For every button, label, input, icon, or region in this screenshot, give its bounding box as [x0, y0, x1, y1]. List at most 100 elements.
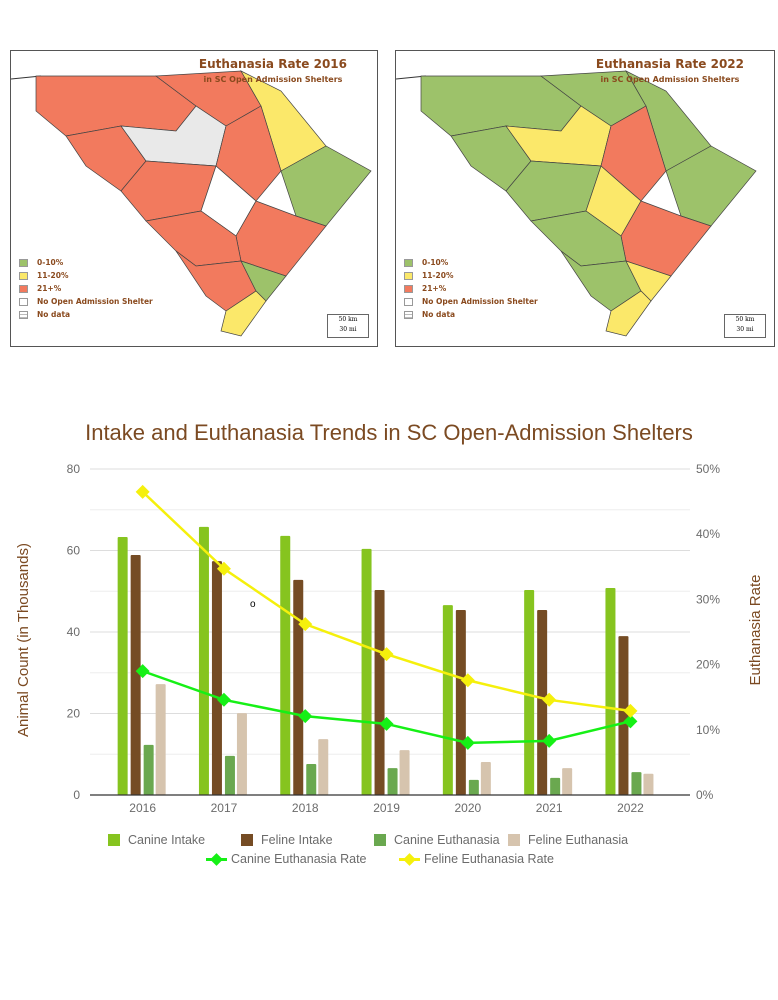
y2-tick-label: 30%: [696, 592, 720, 606]
bar-canine-euthanasia: [550, 777, 561, 795]
bar-feline-euthanasia: [643, 773, 654, 795]
legend-label: Feline Intake: [261, 833, 333, 847]
map-title: Euthanasia Rate 2022 in SC Open Admission…: [595, 57, 744, 84]
bar-feline-euthanasia: [562, 768, 573, 795]
legend-swatch: [19, 284, 28, 293]
line-feline-euthanasia-rate: [141, 490, 631, 713]
legend-swatch: [19, 297, 28, 306]
legend-label: No Open Admission Shelter: [422, 297, 538, 306]
point-feline-euthanasia-rate: [542, 692, 557, 707]
legend-item[interactable]: Feline Euthanasia Rate: [403, 852, 554, 866]
x-tick-label: 2022: [617, 801, 644, 815]
sc-county-map-2022: [396, 70, 757, 337]
scale-bar: 50 km 30 mi: [327, 314, 369, 338]
y2-tick-label: 10%: [696, 723, 720, 737]
bar-canine-intake: [524, 590, 535, 795]
legend-item[interactable]: Feline Intake: [241, 833, 333, 847]
legend-label: Feline Euthanasia Rate: [424, 852, 554, 866]
y-axis-label: Animal Count (in Thousands): [15, 543, 32, 737]
sc-county-map-2016: [11, 70, 372, 337]
x-tick-label: 2021: [536, 801, 563, 815]
legend-label: 21+%: [37, 284, 62, 293]
county-region: [665, 145, 757, 227]
legend-label: No Open Admission Shelter: [37, 297, 153, 306]
y-tick-label: 80: [67, 462, 81, 476]
point-feline-euthanasia-rate: [460, 673, 475, 688]
county-region: [600, 105, 667, 202]
point-feline-euthanasia-rate: [216, 561, 231, 576]
bar-canine-euthanasia: [143, 744, 154, 795]
map-legend: 0-10% 11-20% 21+% No Open Admission Shelter…: [404, 256, 538, 321]
stray-mark: o: [250, 599, 256, 610]
bar-canine-intake: [442, 605, 453, 795]
legend-label: No data: [422, 310, 456, 319]
legend-item[interactable]: Canine Intake: [108, 833, 205, 847]
county-region: [605, 290, 652, 337]
bar-canine-intake: [361, 548, 372, 795]
legend-label: Canine Euthanasia: [394, 833, 500, 847]
bar-feline-intake: [618, 636, 629, 795]
bar-feline-euthanasia: [236, 713, 247, 795]
bar-feline-euthanasia: [155, 684, 166, 795]
x-tick-label: 2020: [454, 801, 481, 815]
x-tick-label: 2017: [211, 801, 238, 815]
map-legend-item: 11-20%: [19, 269, 153, 282]
point-feline-euthanasia-rate: [135, 484, 150, 499]
legend-swatch: [241, 834, 253, 846]
legend-swatch: [19, 258, 28, 267]
point-canine-euthanasia-rate: [623, 714, 638, 729]
line-canine-euthanasia-rate: [142, 669, 631, 745]
legend-label: Canine Euthanasia Rate: [231, 852, 367, 866]
bar-feline-intake: [374, 590, 385, 795]
bar-canine-intake: [280, 535, 291, 795]
legend-swatch: [19, 271, 28, 280]
legend-item[interactable]: Canine Euthanasia: [374, 833, 500, 847]
scale-bar: 50 km 30 mi: [724, 314, 766, 338]
legend-swatch: [19, 310, 28, 319]
point-feline-euthanasia-rate: [623, 703, 638, 718]
legend-swatch: [404, 297, 413, 306]
legend-label: 11-20%: [422, 271, 454, 280]
legend-label: 21+%: [422, 284, 447, 293]
bar-canine-euthanasia: [387, 768, 398, 795]
map-legend-item: 21+%: [404, 282, 538, 295]
bar-feline-intake: [455, 609, 466, 795]
legend-swatch: [404, 271, 413, 280]
map-2022: Euthanasia Rate 2022 in SC Open Admission…: [395, 50, 775, 347]
point-canine-euthanasia-rate: [379, 716, 394, 731]
map-title: Euthanasia Rate 2016 in SC Open Admission…: [198, 57, 347, 84]
legend-diamond-marker: [403, 852, 416, 866]
map-legend-item: No Open Admission Shelter: [404, 295, 538, 308]
y2-tick-label: 20%: [696, 658, 720, 672]
map-legend-item: No data: [404, 308, 538, 321]
bar-canine-euthanasia: [468, 779, 479, 795]
map-legend-item: 11-20%: [404, 269, 538, 282]
y2-tick-label: 40%: [696, 527, 720, 541]
legend-swatch: [108, 834, 120, 846]
legend-label: 0-10%: [422, 258, 449, 267]
y-tick-label: 0: [73, 788, 80, 802]
x-tick-label: 2019: [373, 801, 400, 815]
legend-item[interactable]: Canine Euthanasia Rate: [210, 852, 367, 866]
legend-swatch: [508, 834, 520, 846]
y-tick-label: 60: [67, 544, 81, 558]
legend-item[interactable]: Feline Euthanasia: [508, 833, 628, 847]
bar-canine-euthanasia: [631, 772, 642, 795]
bar-feline-euthanasia: [318, 739, 329, 795]
legend-label: 0-10%: [37, 258, 64, 267]
point-canine-euthanasia-rate: [216, 692, 231, 707]
legend-label: 11-20%: [37, 271, 69, 280]
point-canine-euthanasia-rate: [135, 664, 150, 679]
map-legend-item: 0-10%: [404, 256, 538, 269]
map-2016: Euthanasia Rate 2016 in SC Open Admission…: [10, 50, 378, 347]
map-legend: 0-10% 11-20% 21+% No Open Admission Shelter…: [19, 256, 153, 321]
legend-label: No data: [37, 310, 71, 319]
y2-tick-label: 0%: [696, 788, 714, 802]
bar-canine-euthanasia: [224, 755, 235, 795]
legend-swatch: [404, 258, 413, 267]
bar-feline-intake: [130, 554, 141, 795]
county-region: [280, 145, 372, 227]
chart-title: Intake and Euthanasia Trends in SC Open-…: [85, 420, 693, 445]
y-tick-label: 40: [67, 625, 81, 639]
